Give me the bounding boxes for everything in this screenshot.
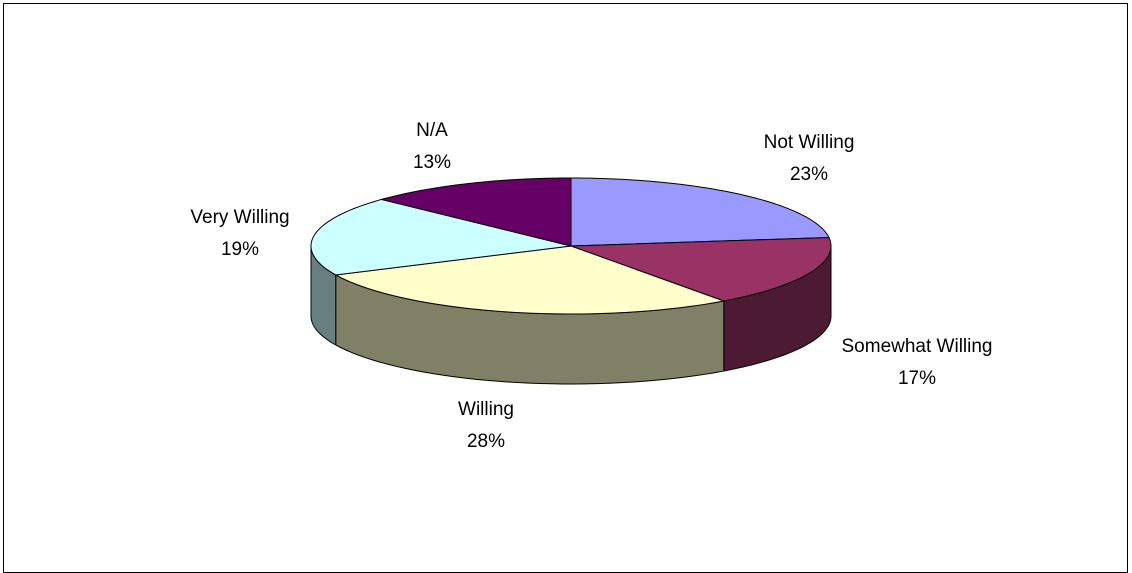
pie-slices <box>310 177 832 315</box>
slice-percent-very-willing: 19% <box>221 239 259 260</box>
slice-percent-not-willing: 23% <box>790 164 828 185</box>
slice-label-willing: Willing <box>458 399 514 420</box>
slice-label-n-a: N/A <box>416 120 448 141</box>
slice-n-a <box>379 177 572 247</box>
slice-percent-willing: 28% <box>467 431 505 452</box>
slice-percent-somewhat-willing: 17% <box>898 368 936 389</box>
slice-willing <box>334 245 726 315</box>
slice-label-not-willing: Not Willing <box>764 132 855 153</box>
slice-not-willing <box>570 177 830 247</box>
slice-somewhat-willing <box>570 236 832 302</box>
pie-sides <box>310 245 832 385</box>
slice-percent-n-a: 13% <box>413 152 451 173</box>
slice-label-somewhat-willing: Somewhat Willing <box>842 336 993 357</box>
slice-label-very-willing: Very Willing <box>190 207 289 228</box>
slice-very-willing <box>310 198 572 276</box>
data-labels: Not Willing 23% Somewhat Willing 17% Wil… <box>190 120 992 452</box>
